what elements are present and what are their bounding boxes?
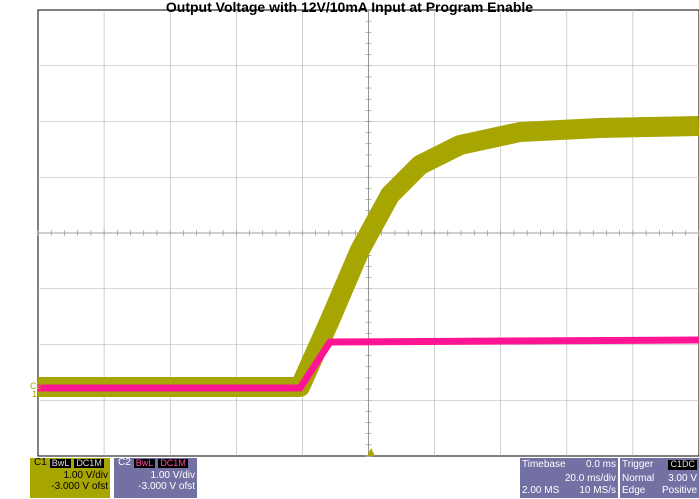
channel1-offset: -3.000 V ofst: [51, 481, 108, 492]
trigger-slope: Positive: [661, 485, 697, 496]
trigger-panel[interactable]: Trigger C1DC Normal 3.00 V Edge Positive: [620, 458, 699, 498]
channel1-coupling: BwL: [49, 457, 72, 468]
channel2-panel[interactable]: C2 BwL DC1M 1.00 V/div -3.000 V ofst: [114, 458, 197, 498]
timebase-panel[interactable]: Timebase 0.0 ms 20.0 ms/div 2.00 MS 10 M…: [520, 458, 618, 498]
timebase-scale: 20.0 ms/div: [564, 473, 616, 484]
trigger-source: C1DC: [668, 459, 697, 470]
trigger-mode: Normal: [622, 473, 655, 484]
c1-waveform: [38, 116, 699, 397]
c2-ground-marker: C2: [30, 381, 42, 391]
channel1-name: C1: [34, 457, 47, 468]
c2-waveform: [38, 336, 699, 392]
trigger-level: 3.00 V: [668, 473, 697, 484]
channel2-offset: -3.000 V ofst: [138, 481, 195, 492]
timebase-delay: 0.0 ms: [585, 459, 616, 470]
trigger-position-marker: [367, 448, 375, 456]
channel2-mode: DC1M: [158, 457, 188, 468]
channel1-mode: DC1M: [74, 457, 104, 468]
trigger-type: Edge: [622, 485, 646, 496]
channel2-coupling: BwL: [133, 457, 156, 468]
channel2-scale: 1.00 V/div: [150, 470, 195, 481]
timebase-samples: 2.00 MS: [522, 485, 560, 496]
timebase-label: Timebase: [522, 459, 566, 470]
channel1-panel[interactable]: C1 BwL DC1M 1.00 V/div -3.000 V ofst: [30, 458, 110, 498]
plot-title: Output Voltage with 12V/10mA Input at Pr…: [165, 0, 534, 15]
trigger-label: Trigger: [622, 459, 654, 470]
channel1-scale: 1.00 V/div: [63, 470, 108, 481]
c1-ground-marker: 1: [32, 389, 37, 399]
timebase-rate: 10 MS/s: [579, 485, 616, 496]
channel2-name: C2: [118, 457, 131, 468]
